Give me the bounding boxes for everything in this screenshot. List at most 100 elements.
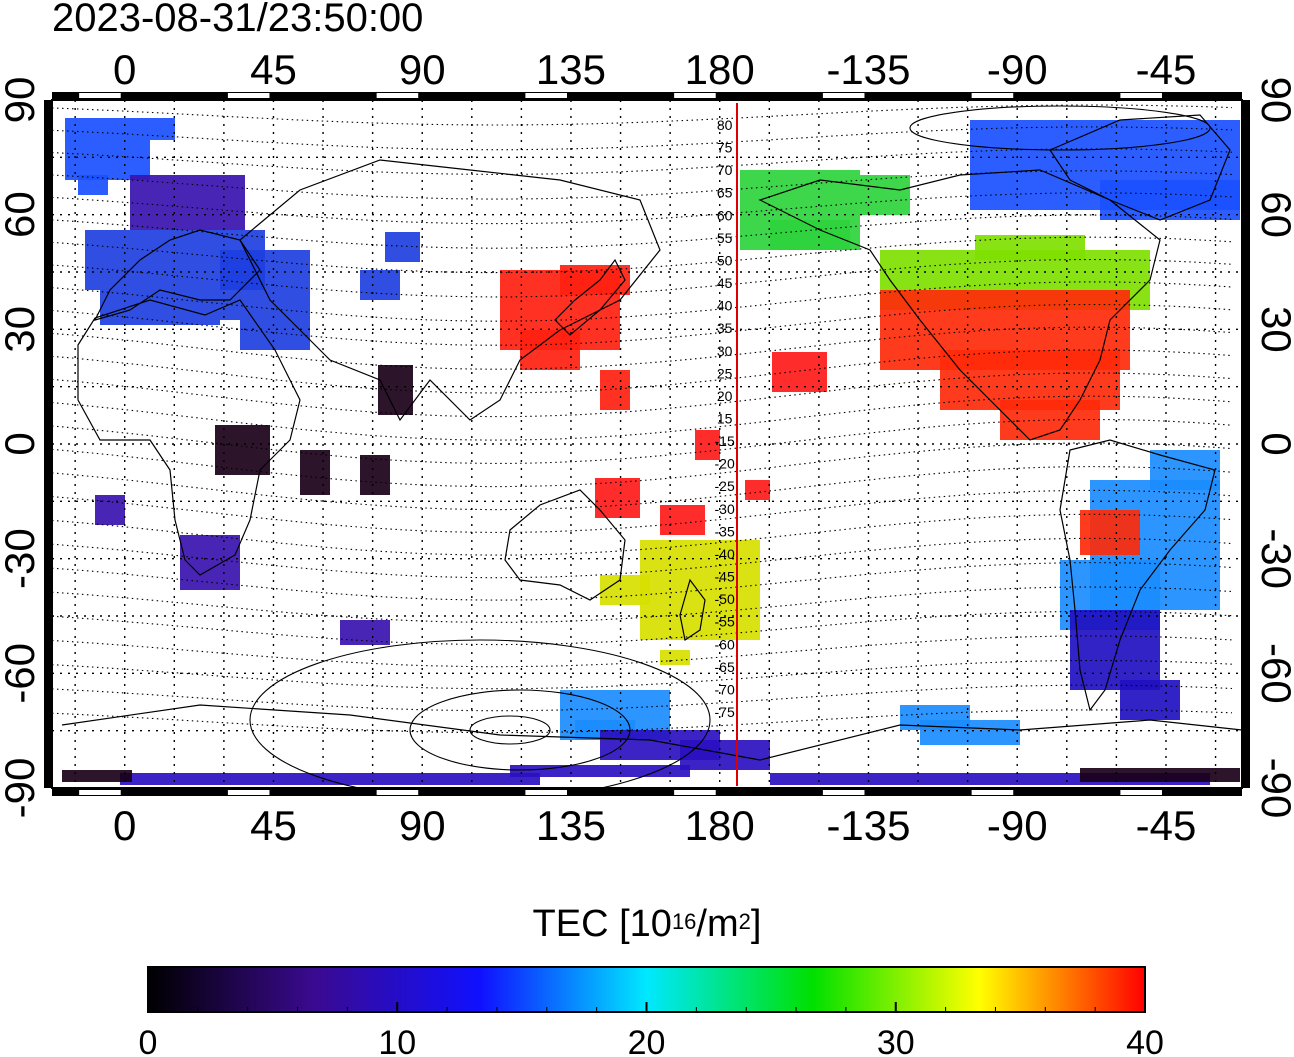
tec-patch-new-zealand: [640, 540, 760, 640]
coastline-asia: [239, 159, 661, 422]
tec-patch-scandinavia: [130, 175, 245, 230]
tec-patch-antarctic: [120, 773, 540, 785]
lon-tick-label-bottom: -45: [1136, 802, 1197, 849]
contour-label: 55: [717, 230, 733, 246]
contour-line: [52, 709, 1233, 734]
contour-label: 80: [717, 117, 733, 133]
contour-line: [52, 281, 1233, 322]
lon-tick-label-top: 45: [250, 46, 297, 93]
lat-tick-label-right: 30: [1253, 306, 1294, 353]
tec-patch-new-zealand: [660, 650, 690, 665]
colorbar-tick-label: 20: [628, 1024, 666, 1057]
axis-labels: 0 0 45 45 90 90 135 135 180 180 -135 -135 -90 -90 -45 -…: [0, 46, 1294, 849]
contour-label: -60: [715, 636, 735, 652]
lat-tick-label-right: 0: [1253, 432, 1294, 455]
tec-patch-canada: [975, 235, 1085, 260]
tec-patch-hawaii: [660, 505, 705, 535]
contour-label: -30: [715, 501, 735, 517]
colorbar-tick-label: 30: [877, 1024, 915, 1057]
coastline-south-america: [1059, 439, 1216, 712]
coastline-layer: [61, 114, 1242, 761]
contour-label: 45: [717, 275, 733, 291]
lat-tick-label-left: -90: [0, 758, 43, 819]
edge-bar-gap: [79, 93, 121, 98]
contour-line: [52, 586, 1233, 623]
lat-tick-label-left: 60: [0, 191, 43, 238]
right-edge-bar: [1242, 100, 1250, 788]
contour-label: -15: [715, 433, 735, 449]
tec-patch-africa-central: [62, 770, 132, 782]
magnetic-pole-contour: [249, 639, 711, 788]
edge-bar-gap: [822, 93, 865, 98]
magnetic-latitude-contours: [52, 104, 1233, 788]
tec-patch-alaska: [860, 175, 910, 215]
contour-label: 25: [717, 365, 733, 381]
contour-label: -50: [715, 591, 735, 607]
contour-label: 70: [717, 162, 733, 178]
lat-tick-label-right: -30: [1253, 528, 1294, 589]
contour-label: -20: [715, 456, 735, 472]
coastline-europe: [93, 229, 261, 321]
tec-world-map: 80 75 70 65 60 55 50 45 40 35 30 25 20 15 -15 -20 -25 -30…: [0, 46, 1294, 849]
contour-labels: 80 75 70 65 60 55 50 45 40 35 30 25 20 15 -15 -20 -25 -30…: [715, 117, 735, 720]
contour-line: [52, 562, 1233, 601]
lon-tick-label-top: -90: [987, 46, 1048, 93]
coastline-antarctica: [61, 704, 1242, 761]
contour-line: [52, 104, 1233, 126]
tec-patch-hawaii: [772, 352, 827, 392]
edge-bar-gap: [376, 790, 419, 795]
magnetic-pole-contour: [909, 105, 1211, 151]
lon-tick-label-top: 135: [536, 46, 606, 93]
edge-bar-gap: [227, 790, 270, 795]
tec-data-layer: [62, 118, 1240, 785]
colorbar-tick-label: 40: [1126, 1024, 1164, 1057]
tec-patch-arctic-atlantic: [78, 175, 108, 195]
contour-label: -75: [715, 704, 735, 720]
lat-tick-label-left: -60: [0, 643, 43, 704]
edge-bar-gap: [1120, 93, 1162, 98]
tec-patch-hawaii: [595, 478, 640, 518]
contour-label: -35: [715, 523, 735, 539]
tec-patch-usa: [1080, 510, 1140, 555]
lon-tick-label-top: 90: [399, 46, 446, 93]
tec-colorbar: 0 10 20 30 40: [139, 966, 1164, 1057]
edge-bar-gap: [674, 790, 716, 795]
tec-patch-usa: [1000, 400, 1100, 440]
lat-tick-label-left: 30: [0, 306, 43, 353]
coastline-north-america: [758, 169, 1161, 441]
contour-label: -70: [715, 681, 735, 697]
top-edge-bar: [52, 92, 1242, 100]
contour-line: [52, 214, 1233, 249]
contour-label: -25: [715, 478, 735, 494]
contour-label: 60: [717, 207, 733, 223]
contour-line: [52, 236, 1233, 274]
coastline-africa: [77, 299, 301, 576]
edge-bar-gap: [674, 93, 716, 98]
lat-tick-label-right: -90: [1253, 758, 1294, 819]
tec-patch-europe: [360, 270, 400, 300]
tec-patch-new-zealand: [600, 575, 650, 605]
lat-tick-label-left: 0: [0, 432, 43, 455]
contour-line: [52, 148, 1233, 175]
contour-line: [52, 610, 1233, 646]
edge-bar-gap: [822, 790, 865, 795]
tec-patch-africa-central: [215, 425, 270, 475]
lon-tick-label-bottom: -135: [826, 802, 910, 849]
contour-label: 65: [717, 185, 733, 201]
tec-patch-arctic-atlantic: [65, 118, 175, 140]
contour-label: 30: [717, 343, 733, 359]
lat-tick-label-right: -60: [1253, 643, 1294, 704]
contour-label: 40: [717, 298, 733, 314]
lat-tick-label-right: 60: [1253, 191, 1294, 238]
lat-tick-label-left: -30: [0, 528, 43, 589]
edge-bar-gap: [525, 93, 567, 98]
contour-line: [52, 537, 1233, 579]
left-edge-bar: [44, 100, 52, 788]
tec-patch-africa-central: [360, 455, 390, 495]
contour-label: -55: [715, 614, 735, 630]
lon-tick-label-bottom: -90: [987, 802, 1048, 849]
tec-patch-arctic-atlantic: [1100, 180, 1240, 220]
contour-line: [52, 126, 1233, 151]
edge-bar-gap: [376, 93, 419, 98]
coastline-new-zealand: [679, 578, 706, 641]
